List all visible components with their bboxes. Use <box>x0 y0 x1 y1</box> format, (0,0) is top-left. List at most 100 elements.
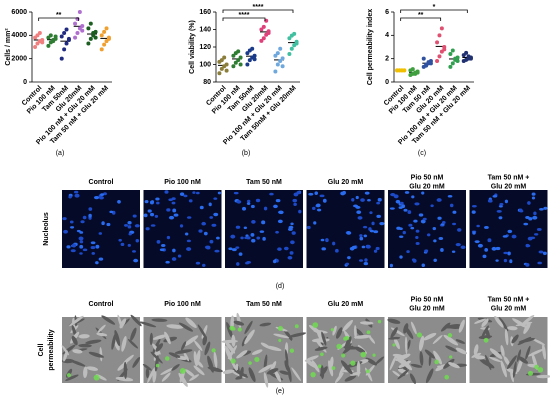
cell <box>329 356 334 369</box>
micrograph <box>61 314 142 383</box>
nucleus <box>426 233 431 237</box>
nucleus <box>369 229 374 233</box>
nucleus <box>71 243 77 248</box>
stained-cell <box>483 337 489 343</box>
cell <box>194 340 203 351</box>
nucleus <box>533 211 537 216</box>
nucleus <box>201 221 206 226</box>
stained-cell <box>534 364 539 370</box>
cell <box>71 335 78 346</box>
nucleus <box>214 249 220 253</box>
cell <box>207 355 214 373</box>
micrograph <box>62 190 140 268</box>
micrograph <box>225 190 303 268</box>
micrograph-bg <box>306 190 385 268</box>
nucleus <box>363 234 368 238</box>
nucleus <box>364 258 368 262</box>
nucleus <box>296 190 301 195</box>
point <box>450 48 455 53</box>
stained-cell <box>527 370 534 376</box>
nucleus <box>231 248 237 252</box>
stained-cell <box>254 356 260 363</box>
cell <box>78 334 90 339</box>
point <box>233 60 238 65</box>
nucleus <box>484 247 489 252</box>
nucleus <box>230 234 236 239</box>
panel-label: (a) <box>56 150 65 157</box>
nucleus <box>143 213 148 218</box>
nucleus <box>70 249 76 253</box>
point <box>421 56 426 61</box>
stained-cell <box>366 330 371 335</box>
cell <box>433 350 443 365</box>
nucleus <box>82 248 88 252</box>
nucleus <box>373 230 379 234</box>
cell <box>455 339 466 344</box>
point <box>66 36 71 41</box>
cell <box>174 349 193 354</box>
point <box>250 46 255 51</box>
cell <box>354 346 366 354</box>
nucleus <box>411 195 415 199</box>
stained-cell <box>155 363 160 368</box>
point <box>62 47 67 52</box>
cell <box>284 360 290 372</box>
y-tick-label: 100 <box>199 61 211 68</box>
stained-cell <box>312 322 319 328</box>
cell <box>399 358 413 371</box>
nucleus <box>499 202 504 206</box>
point <box>231 64 236 69</box>
column-title: Pio 50 nM <box>411 174 444 181</box>
significance-bracket <box>38 17 80 21</box>
nucleus <box>474 240 480 244</box>
nucleus <box>171 201 176 205</box>
nucleus <box>471 210 476 214</box>
nucleus <box>403 208 408 212</box>
cell <box>161 372 171 382</box>
point <box>415 70 420 75</box>
nucleus <box>355 205 361 209</box>
point <box>64 41 69 46</box>
nucleus <box>491 246 497 251</box>
significance-label: ** <box>56 12 62 19</box>
nucleus <box>542 251 547 256</box>
nucleus <box>198 229 203 233</box>
nucleus <box>259 230 265 233</box>
nucleus <box>103 192 107 196</box>
significance-label: **** <box>239 12 250 19</box>
nucleus <box>308 192 314 196</box>
nucleus <box>534 233 539 236</box>
cell <box>314 346 328 351</box>
cell <box>193 365 205 376</box>
column-title: Tam 50 nM <box>246 301 282 308</box>
cell <box>122 354 134 365</box>
micrograph <box>388 190 466 268</box>
nucleus <box>243 226 248 230</box>
nucleus <box>74 193 80 198</box>
nucleus <box>395 199 401 204</box>
nucleus <box>482 254 487 259</box>
cell <box>432 334 443 345</box>
significance-label: **** <box>253 4 264 11</box>
cell <box>202 335 208 346</box>
nucleus <box>133 258 139 263</box>
cell <box>356 360 361 377</box>
cell <box>328 360 334 377</box>
nucleus <box>351 197 355 202</box>
cell <box>166 324 184 329</box>
cell <box>152 338 161 355</box>
nucleus <box>287 255 293 260</box>
cell <box>285 349 289 366</box>
cell <box>444 324 461 329</box>
y-tick-label: 2000 <box>11 56 27 63</box>
y-tick-label: 0 <box>23 79 27 86</box>
nucleus <box>165 260 170 264</box>
cell <box>258 364 273 373</box>
nucleus <box>410 226 415 230</box>
nucleus <box>523 222 529 226</box>
cell <box>183 335 199 347</box>
cell <box>504 329 509 346</box>
micrograph <box>304 317 385 384</box>
cell <box>88 351 104 358</box>
nucleus <box>472 231 476 235</box>
